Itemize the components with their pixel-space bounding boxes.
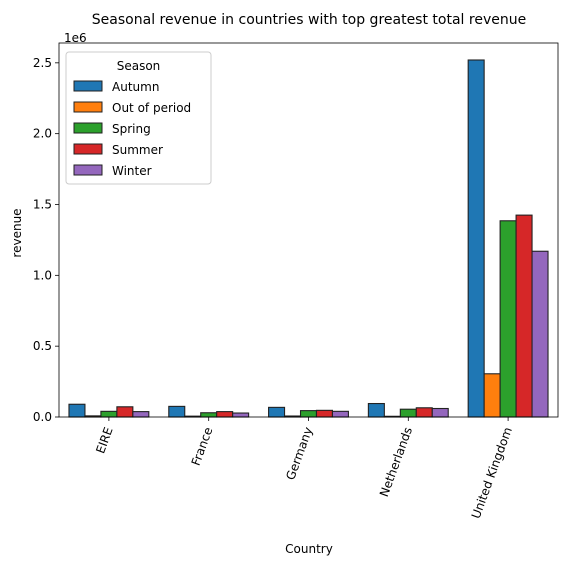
legend-label: Out of period: [112, 101, 191, 115]
legend-swatch: [73, 164, 103, 176]
x-axis-label: Country: [285, 542, 333, 556]
bar-autumn-netherlands: [367, 402, 385, 418]
x-tick-label: Germany: [283, 425, 315, 482]
y-tick-label: 1.0: [33, 268, 52, 282]
bar-summer-netherlands: [415, 407, 433, 418]
legend-label: Spring: [112, 122, 151, 136]
bar-summer-france: [216, 411, 234, 418]
bar-winter-germany: [331, 410, 349, 418]
legend-swatch: [73, 122, 103, 134]
y-axis-label: revenue: [10, 208, 24, 257]
bar-winter-eire: [132, 411, 150, 418]
bar-winter-netherlands: [431, 407, 449, 418]
bar-spring-netherlands: [399, 408, 417, 418]
bar-autumn-germany: [268, 406, 286, 418]
bar-spring-france: [200, 412, 218, 418]
y-axis-offset-label: 1e6: [64, 31, 87, 45]
x-axis-ticks: EIRE France Germany Netherlands United Kingd…: [93, 417, 515, 521]
bar-spring-eire: [100, 410, 118, 418]
y-tick-label: 1.5: [33, 198, 52, 212]
plot-frame: [58, 42, 559, 418]
x-tick-label: France: [189, 425, 216, 467]
bar-autumn-eire: [68, 403, 86, 418]
legend: Season Autumn Out of period Spring Summer Win…: [65, 51, 212, 185]
legend-label: Autumn: [112, 80, 159, 94]
bar-winter-france: [232, 412, 250, 418]
bar-spring-germany: [299, 410, 318, 418]
y-axis-ticks: 0.0 0.5 1.0 1.5 2.0 2.5: [33, 56, 59, 424]
x-tick-label: Netherlands: [377, 425, 415, 499]
legend-label: Winter: [112, 164, 152, 178]
legend-swatch: [73, 101, 103, 113]
bar-summer-united-kingdom: [515, 214, 533, 418]
legend-swatch: [73, 143, 103, 155]
legend-label: Summer: [112, 143, 163, 157]
legend-title: Season: [117, 59, 161, 73]
bar-out-of-period-united-kingdom: [483, 373, 501, 418]
bar-summer-eire: [116, 406, 134, 418]
legend-swatch: [73, 80, 103, 92]
chart-title: Seasonal revenue in countries with top g…: [92, 12, 526, 28]
y-tick-label: 2.0: [33, 127, 52, 141]
bar-autumn-united-kingdom: [467, 59, 485, 418]
bar-autumn-france: [168, 405, 186, 418]
y-tick-label: 0.0: [33, 410, 52, 424]
y-tick-label: 0.5: [33, 339, 52, 353]
bar-winter-united-kingdom: [531, 250, 549, 418]
x-tick-label: United Kingdom: [469, 425, 515, 520]
bar-summer-germany: [315, 409, 334, 418]
y-tick-label: 2.5: [33, 56, 52, 70]
x-tick-label: EIRE: [93, 425, 115, 455]
bar-spring-united-kingdom: [499, 220, 517, 418]
